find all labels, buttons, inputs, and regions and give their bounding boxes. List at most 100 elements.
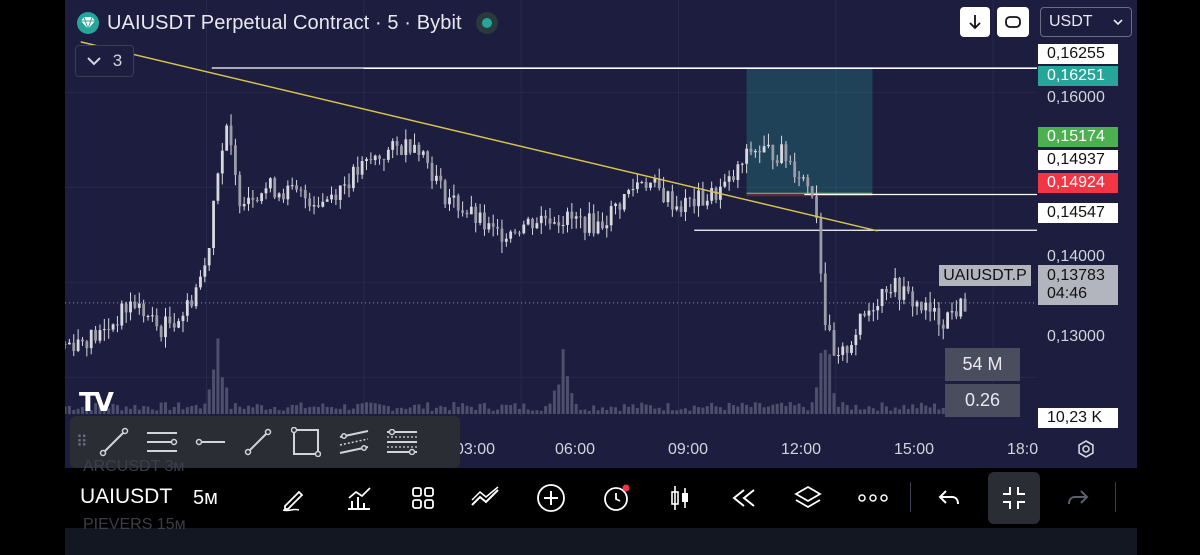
fib-tool-icon[interactable] bbox=[378, 420, 426, 464]
candle-body bbox=[159, 326, 163, 338]
candle-body bbox=[391, 141, 395, 150]
parallel-channel-tool-icon[interactable] bbox=[330, 420, 378, 464]
candle-body bbox=[448, 197, 451, 205]
volume-bar bbox=[496, 409, 500, 414]
volume-bar bbox=[771, 404, 775, 414]
volume-bar bbox=[391, 410, 395, 414]
volume-bar bbox=[675, 410, 679, 414]
indicator-count: 3 bbox=[112, 51, 123, 70]
volume-bar bbox=[273, 406, 277, 414]
candle-body bbox=[596, 221, 600, 234]
indicators-icon[interactable] bbox=[341, 480, 377, 516]
price-chart[interactable] bbox=[65, 0, 1037, 416]
currency-select[interactable]: USDT bbox=[1040, 7, 1132, 37]
volume-bar bbox=[780, 402, 784, 414]
volume-bar bbox=[823, 349, 827, 414]
volume-bar bbox=[928, 407, 932, 414]
volume-bar bbox=[356, 404, 360, 414]
candle-body bbox=[684, 197, 687, 213]
volume-bar bbox=[937, 409, 941, 414]
fullscreen-sync-button[interactable] bbox=[997, 7, 1029, 37]
candle-body bbox=[579, 216, 582, 218]
candle-body bbox=[360, 161, 364, 175]
volume-bar bbox=[456, 406, 460, 414]
volume-bar bbox=[801, 407, 805, 414]
tradingview-logo-icon[interactable]: TV bbox=[79, 388, 114, 418]
horizontal-ray-tool-icon[interactable] bbox=[186, 420, 234, 464]
compare-icon[interactable] bbox=[468, 480, 504, 516]
candle-body bbox=[343, 184, 347, 186]
volume-bar bbox=[858, 409, 862, 414]
rectangle-tool-icon[interactable] bbox=[282, 420, 330, 464]
candle-body bbox=[334, 194, 338, 200]
volume-bar bbox=[281, 410, 285, 414]
candle-body bbox=[836, 354, 840, 356]
candle-body bbox=[946, 312, 950, 329]
download-button[interactable] bbox=[960, 7, 990, 37]
candle-body bbox=[400, 145, 403, 155]
volume-bar bbox=[159, 402, 163, 414]
redo-icon[interactable] bbox=[1060, 480, 1096, 516]
candle-body bbox=[491, 223, 495, 227]
volume-bar bbox=[260, 405, 264, 414]
candle-body bbox=[854, 334, 858, 346]
time-tick-18: 18:0 bbox=[1007, 441, 1039, 458]
templates-icon[interactable] bbox=[405, 480, 441, 516]
chart-pane[interactable]: UAIUSDT Perpetual Contract · 5 · Bybit 3… bbox=[65, 0, 1137, 468]
price-label: 0,16000 bbox=[1047, 89, 1105, 106]
volume-bar bbox=[517, 408, 521, 414]
candle-body bbox=[749, 148, 753, 153]
volume-bar bbox=[880, 402, 884, 414]
more-icon[interactable] bbox=[855, 480, 891, 516]
time-tick-09: 09:00 bbox=[668, 441, 709, 458]
volume-bar bbox=[198, 408, 202, 414]
drag-handle-icon[interactable]: ⠿ bbox=[76, 434, 88, 451]
volume-bar bbox=[181, 409, 185, 414]
volume-bar bbox=[417, 404, 421, 414]
interval-button[interactable]: 5м bbox=[193, 487, 218, 509]
candle-body bbox=[356, 166, 360, 175]
candle-body bbox=[67, 342, 71, 345]
volume-bar bbox=[666, 403, 670, 414]
volume-bar bbox=[465, 405, 469, 414]
volume-bar bbox=[845, 405, 849, 414]
undo-icon[interactable] bbox=[931, 480, 967, 516]
volume-bar bbox=[662, 410, 666, 414]
horizontal-lines-tool-icon[interactable] bbox=[138, 420, 186, 464]
candle-body bbox=[373, 155, 377, 161]
replay-icon[interactable] bbox=[726, 480, 762, 516]
minimize-button[interactable] bbox=[988, 472, 1040, 524]
chart-settings-button[interactable] bbox=[1075, 438, 1097, 460]
candle-body bbox=[692, 198, 696, 207]
volume-bar bbox=[413, 404, 417, 414]
candle-body bbox=[950, 311, 954, 313]
layers-icon[interactable] bbox=[790, 480, 826, 516]
volume-bar bbox=[203, 403, 207, 414]
candles-icon[interactable] bbox=[662, 480, 698, 516]
candle-body bbox=[810, 186, 814, 197]
volume-bar bbox=[290, 404, 294, 414]
candle-body bbox=[670, 191, 674, 210]
volume-bar bbox=[115, 405, 119, 414]
trend-line-tool-icon[interactable] bbox=[90, 420, 138, 464]
volume-bar bbox=[915, 408, 919, 414]
line-segment-tool-icon[interactable] bbox=[234, 420, 282, 464]
time-tick-06: 06:00 bbox=[555, 441, 596, 458]
minimize-icon bbox=[1003, 487, 1025, 509]
candle-body bbox=[601, 221, 604, 229]
volume-bar bbox=[321, 403, 325, 414]
candle-body bbox=[788, 160, 792, 162]
alert-icon[interactable] bbox=[598, 480, 634, 516]
draw-icon[interactable] bbox=[276, 480, 312, 516]
add-icon[interactable] bbox=[533, 480, 569, 516]
candle-body bbox=[317, 205, 320, 207]
sync-icon bbox=[1005, 16, 1021, 28]
symbol-title[interactable]: UAIUSDT Perpetual Contract · 5 · Bybit bbox=[107, 11, 462, 34]
volume-bar bbox=[299, 402, 303, 414]
indicators-collapse-toggle[interactable]: 3 bbox=[75, 45, 134, 77]
market-status-icon[interactable] bbox=[475, 12, 498, 34]
symbol-search-button[interactable]: UAIUSDT bbox=[80, 485, 173, 508]
volume-bar bbox=[133, 404, 137, 414]
volume-bar bbox=[902, 405, 906, 414]
volume-bar bbox=[124, 406, 128, 414]
